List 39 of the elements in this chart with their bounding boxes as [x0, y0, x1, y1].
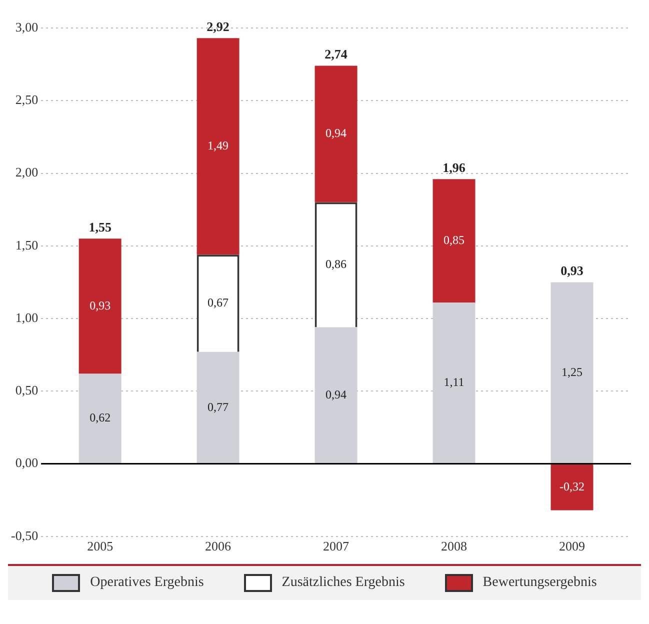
text: Zusätzliches Ergebnis — [282, 575, 405, 591]
total-label: 2,74 — [324, 46, 348, 62]
data-label: 0,94 — [326, 387, 347, 402]
legend-label: Operatives Ergebnis — [90, 575, 204, 591]
data-label: 1,11 — [444, 375, 464, 390]
data-label: 0,67 — [208, 295, 229, 310]
y-tick-label: 0,50 — [15, 382, 38, 398]
bar — [78, 374, 122, 464]
x-tick-label: 2008 — [441, 538, 468, 554]
data-label: 0,85 — [444, 232, 465, 247]
y-tick-label: 3,00 — [15, 19, 38, 34]
y-tick-label: 1,50 — [15, 237, 38, 252]
x-tick-label: 2009 — [559, 538, 586, 554]
bar — [432, 302, 476, 464]
y-tick-label: 2,50 — [15, 92, 38, 108]
x-tick-label: 2007 — [323, 538, 350, 554]
bar — [78, 238, 122, 374]
y-tick-label: 0,00 — [15, 455, 38, 470]
y-tick-label: 1,00 — [15, 310, 38, 325]
data-label: 0,77 — [208, 400, 229, 414]
total-label: 1,96 — [442, 160, 466, 175]
x-tick-label: 2005 — [87, 538, 114, 554]
y-tick-label: -0,50 — [10, 528, 38, 543]
x-tick-label: 2006 — [205, 538, 232, 554]
data-label: 0,94 — [326, 126, 347, 140]
bar — [550, 464, 594, 510]
bar — [550, 282, 594, 464]
data-label: 0,62 — [90, 410, 111, 425]
data-label: -0,32 — [560, 479, 585, 494]
total-label: 2,92 — [206, 19, 230, 34]
legend-label: Bewertungsergebnis — [482, 575, 597, 591]
y-tick-label: 2,00 — [15, 164, 38, 180]
data-label: 0,86 — [326, 256, 347, 271]
total-label: 0,93 — [560, 263, 584, 278]
data-label: 0,93 — [90, 298, 111, 312]
data-label: 1,49 — [208, 138, 229, 153]
bar — [432, 179, 476, 303]
data-label: 1,25 — [562, 364, 583, 379]
total-label: 1,55 — [88, 219, 112, 234]
